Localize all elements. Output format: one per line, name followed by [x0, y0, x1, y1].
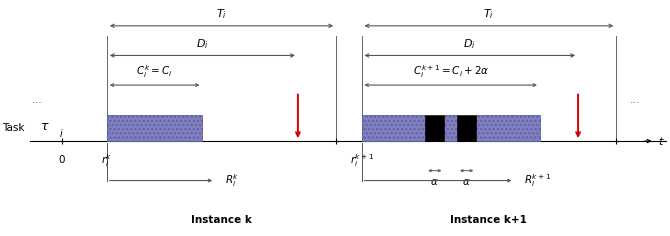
Text: $r_i^k$: $r_i^k$ [101, 152, 113, 169]
Text: $\alpha$: $\alpha$ [430, 177, 439, 187]
Text: $r_i^{k+1}$: $r_i^{k+1}$ [350, 152, 374, 169]
Text: Instance k: Instance k [191, 215, 252, 225]
Bar [107, 115, 202, 141]
Text: ...: ... [31, 95, 42, 105]
Text: $t$: $t$ [658, 135, 665, 147]
Text: Task: Task [1, 123, 24, 133]
Text: ...: ... [630, 95, 641, 105]
Bar [425, 115, 444, 141]
Text: $C_i^k = C_i$: $C_i^k = C_i$ [137, 63, 173, 80]
Bar [476, 115, 540, 141]
Bar [457, 115, 476, 141]
Bar [362, 115, 425, 141]
Bar [444, 115, 457, 141]
Text: $D_i$: $D_i$ [196, 37, 209, 51]
Text: $D_i$: $D_i$ [464, 37, 476, 51]
Text: $\tau$: $\tau$ [40, 120, 50, 133]
Text: $\alpha$: $\alpha$ [462, 177, 471, 187]
Text: Instance k+1: Instance k+1 [450, 215, 527, 225]
Text: $R_i^k$: $R_i^k$ [224, 172, 239, 189]
Text: $0$: $0$ [58, 152, 66, 164]
Text: $i$: $i$ [59, 127, 64, 139]
Text: $R_i^{k+1}$: $R_i^{k+1}$ [524, 172, 551, 189]
Text: $T_i$: $T_i$ [216, 7, 227, 21]
Text: $T_i$: $T_i$ [484, 7, 494, 21]
Text: $C_i^{k+1} = C_i + 2\alpha$: $C_i^{k+1} = C_i + 2\alpha$ [413, 63, 489, 80]
